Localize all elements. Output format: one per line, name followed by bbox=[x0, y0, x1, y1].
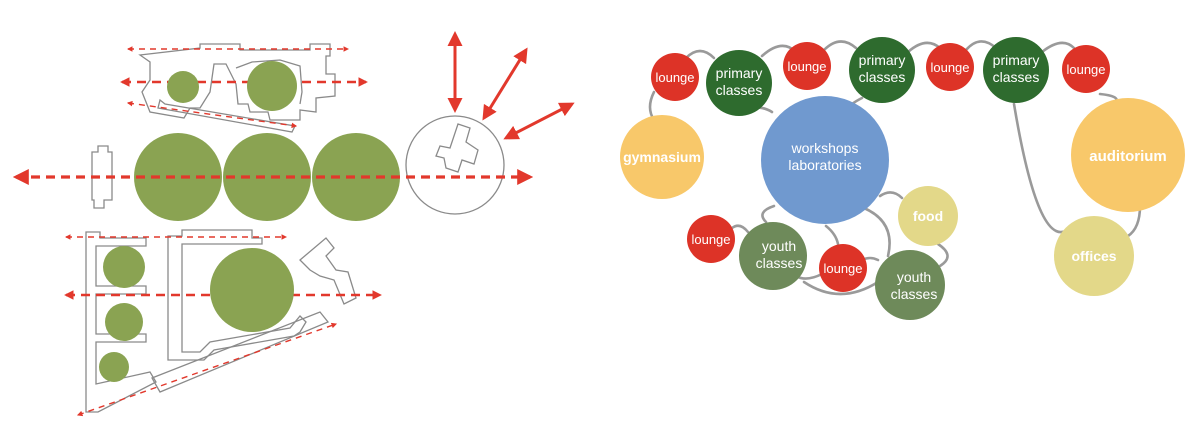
bubble-lounge-1-label: lounge bbox=[655, 70, 694, 85]
bubble-offices-label: offices bbox=[1071, 248, 1116, 264]
label-line: classes bbox=[716, 82, 763, 98]
bubble-youth-classes-1: youth classes bbox=[739, 222, 807, 290]
label-line: workshops bbox=[791, 140, 859, 156]
link-lounge6-workshops bbox=[824, 224, 840, 246]
label-line: classes bbox=[859, 69, 906, 85]
bubble-workshops-laboratories: workshops laboratories bbox=[761, 96, 889, 224]
bubble-gymnasium-label: gymnasium bbox=[623, 149, 701, 165]
bubble-primary-classes-3: primary classes bbox=[983, 37, 1049, 103]
green-circle-mid-2 bbox=[223, 133, 311, 221]
bubble-primary-classes-1-label: primary classes bbox=[716, 65, 763, 98]
circle-building-outline bbox=[435, 123, 479, 173]
bubble-lounge-5-label: lounge bbox=[691, 232, 730, 247]
bottom-dash-line-3 bbox=[76, 322, 338, 417]
bubble-food-label: food bbox=[913, 208, 943, 224]
link-lounge5-youth1 bbox=[730, 224, 750, 234]
link-workshops-youth2 bbox=[862, 206, 891, 258]
link-primary3-lounge4 bbox=[1040, 41, 1076, 54]
top-building-inner bbox=[235, 59, 303, 105]
middle-small-building bbox=[91, 145, 113, 209]
green-circle-mid-3 bbox=[312, 133, 400, 221]
bubble-lounge-6: lounge bbox=[819, 244, 867, 292]
label-line: laboratories bbox=[788, 157, 861, 173]
link-workshops-food bbox=[878, 191, 904, 200]
bubble-lounge-2-label: lounge bbox=[787, 59, 826, 74]
green-circle-top-small bbox=[167, 71, 199, 103]
label-line: youth bbox=[762, 238, 796, 254]
link-lounge1-primary1 bbox=[684, 49, 716, 60]
bubble-lounge-4: lounge bbox=[1062, 45, 1110, 93]
green-circle-bottom-2 bbox=[105, 303, 143, 341]
bubble-offices: offices bbox=[1054, 216, 1134, 296]
label-line: classes bbox=[993, 69, 1040, 85]
label-line: primary bbox=[993, 52, 1040, 68]
green-circle-bottom-1 bbox=[103, 246, 145, 288]
bubble-auditorium-label: auditorium bbox=[1089, 148, 1167, 165]
green-circle-top-large bbox=[247, 61, 297, 111]
link-lounge1-gym bbox=[648, 90, 656, 122]
label-line: youth bbox=[897, 269, 931, 285]
site-plan bbox=[12, 31, 575, 417]
bubble-lounge-3-label: lounge bbox=[930, 60, 969, 75]
label-line: primary bbox=[859, 52, 906, 68]
green-circle-bottom-3 bbox=[99, 352, 129, 382]
green-circle-bottom-large bbox=[210, 248, 294, 332]
green-circle-mid-1 bbox=[134, 133, 222, 221]
bubble-lounge-5: lounge bbox=[687, 215, 735, 263]
bubble-gymnasium: gymnasium bbox=[620, 115, 704, 199]
bubble-lounge-4-label: lounge bbox=[1066, 62, 1105, 77]
bubble-primary-classes-2: primary classes bbox=[849, 37, 915, 103]
label-line: classes bbox=[756, 255, 803, 271]
label-line: primary bbox=[716, 65, 763, 81]
bubble-lounge-1: lounge bbox=[651, 53, 699, 101]
bubble-primary-classes-2-label: primary classes bbox=[859, 52, 906, 85]
link-lounge2-primary2 bbox=[822, 40, 858, 52]
solid-arrow-diagonal-1 bbox=[482, 47, 528, 121]
bubble-youth-classes-1-label: youth classes bbox=[756, 238, 803, 271]
label-line: classes bbox=[891, 286, 938, 302]
solid-arrow-diagonal-2 bbox=[503, 102, 575, 140]
bubble-primary-classes-3-label: primary classes bbox=[993, 52, 1040, 85]
bubble-lounge-2: lounge bbox=[783, 42, 831, 90]
link-food-youth2 bbox=[936, 242, 949, 268]
link-workshops-youth1 bbox=[761, 204, 776, 224]
link-youth1-youth2 bbox=[802, 280, 880, 296]
outlined-circle bbox=[405, 115, 505, 215]
bubble-food: food bbox=[898, 186, 958, 246]
bubble-youth-classes-2-label: youth classes bbox=[891, 269, 938, 302]
link-lounge3-primary3 bbox=[964, 40, 998, 52]
bubble-primary-classes-1: primary classes bbox=[706, 50, 772, 116]
link-primary2-lounge3 bbox=[906, 41, 942, 54]
bubble-auditorium: auditorium bbox=[1071, 98, 1185, 212]
link-primary3-auditorium bbox=[1012, 102, 1074, 234]
bottom-building-right bbox=[299, 237, 357, 305]
bubble-workshops-label: workshops laboratories bbox=[788, 140, 861, 173]
bubble-lounge-3: lounge bbox=[926, 43, 974, 91]
bubble-youth-classes-2: youth classes bbox=[875, 250, 945, 320]
bubble-lounge-6-label: lounge bbox=[823, 261, 862, 276]
program-bubble-diagram: lounge primary classes lounge primary clas… bbox=[620, 37, 1185, 320]
